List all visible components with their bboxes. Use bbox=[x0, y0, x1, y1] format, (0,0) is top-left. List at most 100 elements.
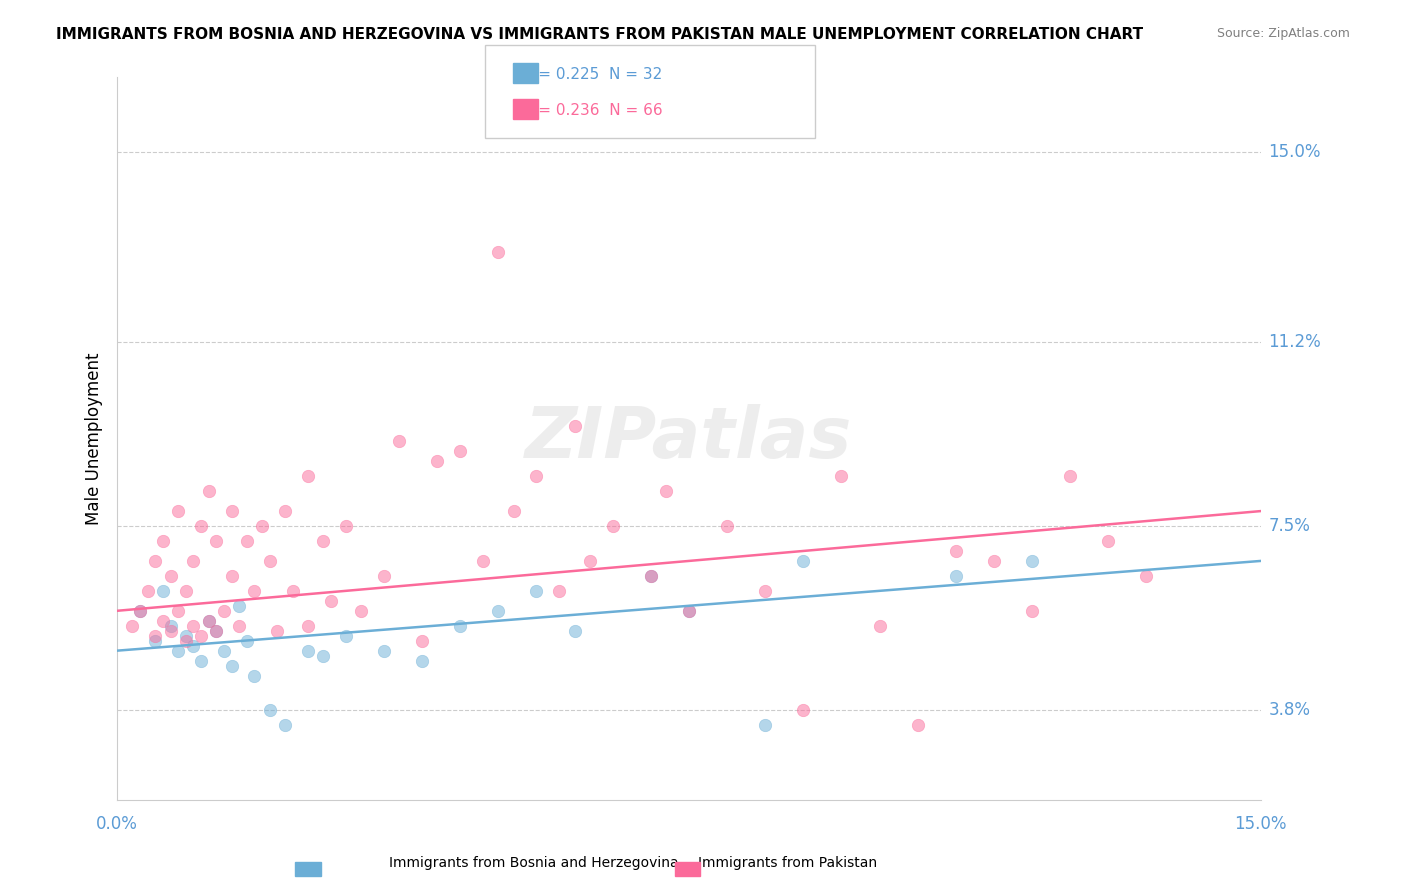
Point bbox=[152, 533, 174, 548]
Point bbox=[152, 614, 174, 628]
Point bbox=[526, 583, 548, 598]
Point bbox=[335, 519, 357, 533]
Point bbox=[869, 618, 891, 632]
Point bbox=[792, 554, 814, 568]
Point bbox=[174, 583, 197, 598]
Point bbox=[655, 484, 678, 499]
Point bbox=[212, 604, 235, 618]
Point bbox=[243, 583, 266, 598]
Point bbox=[945, 544, 967, 558]
Point bbox=[259, 703, 281, 717]
Point bbox=[183, 554, 205, 568]
Point bbox=[243, 668, 266, 682]
Point bbox=[143, 633, 166, 648]
Point bbox=[1059, 469, 1081, 483]
Point bbox=[716, 519, 738, 533]
Point bbox=[486, 604, 509, 618]
Text: IMMIGRANTS FROM BOSNIA AND HERZEGOVINA VS IMMIGRANTS FROM PAKISTAN MALE UNEMPLOY: IMMIGRANTS FROM BOSNIA AND HERZEGOVINA V… bbox=[56, 27, 1143, 42]
Point bbox=[167, 604, 190, 618]
Point bbox=[1021, 604, 1043, 618]
Point bbox=[486, 244, 509, 259]
Point bbox=[373, 569, 395, 583]
Point bbox=[129, 604, 152, 618]
Point bbox=[190, 629, 212, 643]
Point bbox=[640, 569, 662, 583]
Point bbox=[754, 718, 776, 732]
Point bbox=[121, 618, 143, 632]
Point bbox=[143, 554, 166, 568]
Point bbox=[174, 629, 197, 643]
Point bbox=[1135, 569, 1157, 583]
Point bbox=[449, 444, 471, 458]
Point bbox=[190, 654, 212, 668]
Point bbox=[167, 643, 190, 657]
Point bbox=[319, 594, 342, 608]
Point bbox=[167, 504, 190, 518]
Point bbox=[388, 434, 411, 449]
Point bbox=[312, 533, 335, 548]
Point bbox=[250, 519, 273, 533]
Point bbox=[183, 639, 205, 653]
Point bbox=[136, 583, 159, 598]
Point bbox=[1097, 533, 1119, 548]
Point bbox=[678, 604, 700, 618]
Y-axis label: Male Unemployment: Male Unemployment bbox=[86, 352, 103, 525]
Point bbox=[1021, 554, 1043, 568]
Point bbox=[152, 583, 174, 598]
Text: Immigrants from Bosnia and Herzegovina: Immigrants from Bosnia and Herzegovina bbox=[389, 855, 679, 870]
Text: 11.2%: 11.2% bbox=[1268, 333, 1322, 351]
Point bbox=[472, 554, 495, 568]
Text: 3.8%: 3.8% bbox=[1268, 701, 1310, 720]
Text: Immigrants from Pakistan: Immigrants from Pakistan bbox=[697, 855, 877, 870]
Point bbox=[129, 604, 152, 618]
Point bbox=[502, 504, 524, 518]
Point bbox=[297, 469, 319, 483]
Point bbox=[640, 569, 662, 583]
Point bbox=[281, 583, 304, 598]
Point bbox=[266, 624, 288, 638]
Point bbox=[830, 469, 852, 483]
Point bbox=[212, 643, 235, 657]
Point bbox=[183, 618, 205, 632]
Point bbox=[274, 718, 297, 732]
Point bbox=[564, 419, 586, 434]
Point bbox=[236, 533, 259, 548]
Point bbox=[297, 643, 319, 657]
Point bbox=[197, 614, 219, 628]
Point bbox=[205, 533, 228, 548]
Point bbox=[335, 629, 357, 643]
Point bbox=[259, 554, 281, 568]
Point bbox=[792, 703, 814, 717]
Point bbox=[190, 519, 212, 533]
Point bbox=[983, 554, 1005, 568]
Point bbox=[197, 614, 219, 628]
Point bbox=[564, 624, 586, 638]
Point bbox=[449, 618, 471, 632]
Point bbox=[426, 454, 449, 468]
Point bbox=[548, 583, 571, 598]
Text: 7.5%: 7.5% bbox=[1268, 517, 1310, 535]
Point bbox=[197, 484, 219, 499]
Point bbox=[312, 648, 335, 663]
Point bbox=[754, 583, 776, 598]
Text: 15.0%: 15.0% bbox=[1268, 144, 1320, 161]
Point bbox=[526, 469, 548, 483]
Point bbox=[373, 643, 395, 657]
Point bbox=[143, 629, 166, 643]
Point bbox=[228, 618, 250, 632]
Point bbox=[602, 519, 624, 533]
Text: Source: ZipAtlas.com: Source: ZipAtlas.com bbox=[1216, 27, 1350, 40]
Point bbox=[678, 604, 700, 618]
Point bbox=[579, 554, 602, 568]
Point bbox=[205, 624, 228, 638]
Point bbox=[274, 504, 297, 518]
Point bbox=[236, 633, 259, 648]
Text: 0.0%: 0.0% bbox=[96, 815, 138, 833]
Point bbox=[221, 569, 243, 583]
Text: R = 0.236  N = 66: R = 0.236 N = 66 bbox=[513, 103, 662, 118]
Point bbox=[221, 504, 243, 518]
Point bbox=[297, 618, 319, 632]
Point bbox=[411, 633, 433, 648]
Point bbox=[159, 618, 181, 632]
Point bbox=[228, 599, 250, 613]
